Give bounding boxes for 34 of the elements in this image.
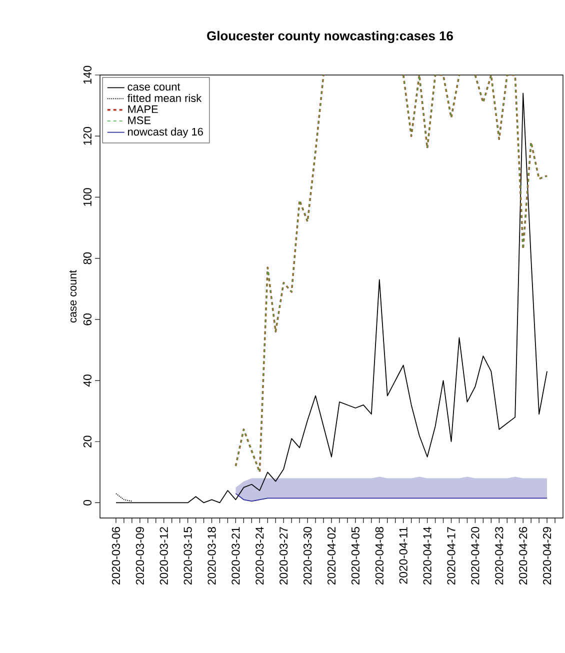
- legend-label: MSE: [128, 116, 151, 124]
- x-tick-label: 2020-03-27: [280, 527, 288, 585]
- x-tick-label: 2020-04-29: [542, 527, 552, 585]
- y-tick-label: 20: [83, 436, 92, 448]
- x-tick-label: 2020-04-17: [447, 527, 456, 585]
- y-tick-label: 40: [83, 374, 92, 387]
- x-tick-label: 2020-04-05: [351, 527, 360, 585]
- legend-label: MAPE: [128, 105, 158, 113]
- y-tick-label: 100: [83, 188, 92, 206]
- x-tick-label: 2020-03-30: [303, 526, 312, 585]
- x-tick-label: 2020-04-11: [399, 527, 408, 584]
- x-tick-label: 2020-03-12: [160, 527, 168, 585]
- y-tick-label: 140: [83, 66, 92, 84]
- x-tick-label: 2020-03-06: [112, 527, 120, 585]
- y-tick-label: 60: [83, 313, 92, 326]
- x-tick-label: 2020-04-20: [471, 526, 480, 585]
- x-tick-label: 2020-03-21: [232, 527, 240, 585]
- y-tick-label: 120: [83, 126, 92, 145]
- x-tick-label: 2020-03-24: [256, 526, 264, 585]
- legend-label: case count: [128, 83, 180, 91]
- y-axis-title: case count: [69, 270, 77, 323]
- x-tick-label: 2020-03-15: [184, 527, 192, 585]
- x-tick-label: 2020-04-23: [495, 527, 504, 585]
- x-tick-label: 2020-04-08: [375, 527, 384, 585]
- y-tick-label: 0: [83, 500, 92, 506]
- legend-label: fitted mean risk: [127, 94, 202, 102]
- x-tick-label: 2020-03-18: [208, 527, 216, 585]
- x-tick-label: 2020-04-26: [519, 527, 528, 585]
- x-tick-label: 2020-03-09: [136, 527, 144, 585]
- legend-label: nowcast day 16: [128, 128, 203, 138]
- x-tick-label: 2020-04-14: [423, 526, 432, 585]
- y-tick-label: 80: [83, 252, 92, 264]
- x-tick-label: 2020-04-02: [327, 527, 336, 585]
- chart-title: Gloucester county nowcasting:cases 16: [207, 30, 453, 44]
